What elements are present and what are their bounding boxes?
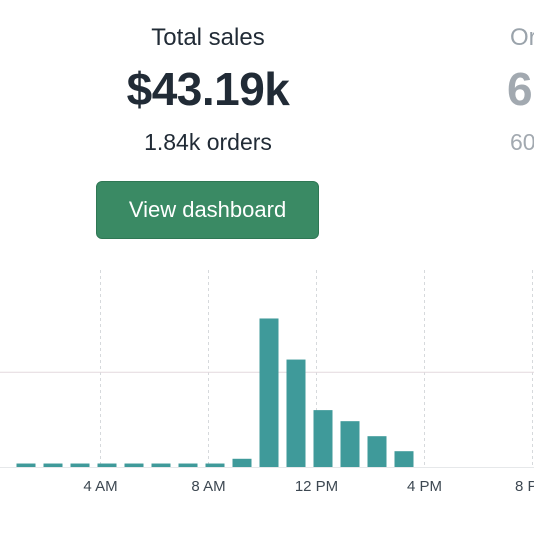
chart-bar <box>232 458 252 467</box>
hourly-sales-bar-chart: 4 AM 8 AM 12 PM 4 PM 8 PM <box>0 270 534 495</box>
next-metric-title: Or <box>510 24 534 51</box>
chart-bar <box>340 421 360 467</box>
next-metric-subtext: 60 <box>510 129 534 155</box>
chart-bars <box>16 318 414 467</box>
metric-orders-count: 1.84k orders <box>144 129 272 155</box>
chart-bar <box>367 436 387 467</box>
chart-bar <box>313 410 333 467</box>
x-tick-label: 8 AM <box>191 478 225 495</box>
chart-bar <box>43 463 63 467</box>
chart-bar <box>97 463 117 467</box>
faded-footer-text <box>36 522 216 534</box>
metric-title: Total sales <box>151 24 265 51</box>
x-tick-label: 8 PM <box>515 478 534 495</box>
chart-bar <box>70 463 90 467</box>
chart-bar <box>394 451 414 467</box>
x-tick-label: 4 PM <box>407 478 442 495</box>
view-dashboard-button[interactable]: View dashboard <box>96 181 319 239</box>
chart-bar <box>286 359 306 467</box>
next-metric-value: 6 <box>507 63 533 115</box>
chart-bar <box>151 463 171 467</box>
chart-bar <box>16 463 36 467</box>
chart-bar <box>259 318 279 467</box>
metric-value: $43.19k <box>126 63 290 115</box>
chart-x-axis: 4 AM 8 AM 12 PM 4 PM 8 PM <box>83 478 534 495</box>
x-tick-label: 4 AM <box>83 478 117 495</box>
x-tick-label: 12 PM <box>295 478 338 495</box>
chart-bar <box>124 463 144 467</box>
chart-bar <box>205 463 225 467</box>
chart-bar <box>178 463 198 467</box>
